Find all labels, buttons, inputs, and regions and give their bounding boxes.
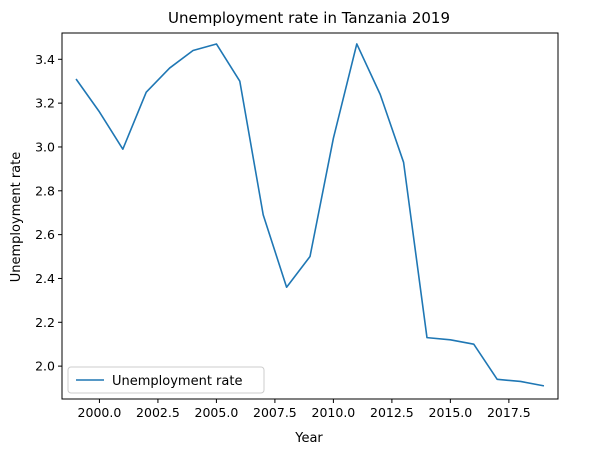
series-layer [75, 43, 545, 387]
y-tick-label: 2.8 [35, 183, 55, 198]
x-tick-label: 2017.5 [487, 405, 531, 420]
x-tick-label: 2000.0 [78, 405, 122, 420]
y-axis-label: Unemployment rate [9, 152, 24, 282]
y-tick-label: 3.4 [35, 52, 55, 67]
y-tick-label: 3.0 [35, 139, 55, 154]
legend-box [67, 366, 265, 394]
x-tick-label: 2007.5 [253, 405, 297, 420]
y-axis: 2.0 2.2 2.4 2.6 2.8 3.0 3.2 3.4 [35, 52, 62, 374]
x-axis: 2000.0 2002.5 2005.0 2007.5 2010.0 2012.5 2015… [78, 399, 531, 420]
x-axis-label: Year [294, 431, 323, 446]
chart-title: Unemployment rate in Tanzania 2019 [168, 9, 450, 27]
legend-label: Unemployment rate [112, 374, 242, 389]
plot-area [61, 32, 559, 400]
legend: Unemployment rate [67, 366, 265, 394]
plot-frame [61, 32, 559, 400]
y-tick-label: 2.4 [35, 271, 55, 286]
x-tick-label: 2002.5 [136, 405, 180, 420]
y-tick-label: 3.2 [35, 96, 55, 111]
series-line [75, 43, 545, 387]
y-tick-label: 2.0 [35, 359, 55, 374]
x-tick-label: 2005.0 [195, 405, 239, 420]
x-tick-label: 2015.0 [429, 405, 473, 420]
x-tick-label: 2012.5 [370, 405, 414, 420]
x-tick-label: 2010.0 [312, 405, 356, 420]
y-tick-label: 2.2 [35, 315, 55, 330]
y-tick-label: 2.6 [35, 227, 55, 242]
